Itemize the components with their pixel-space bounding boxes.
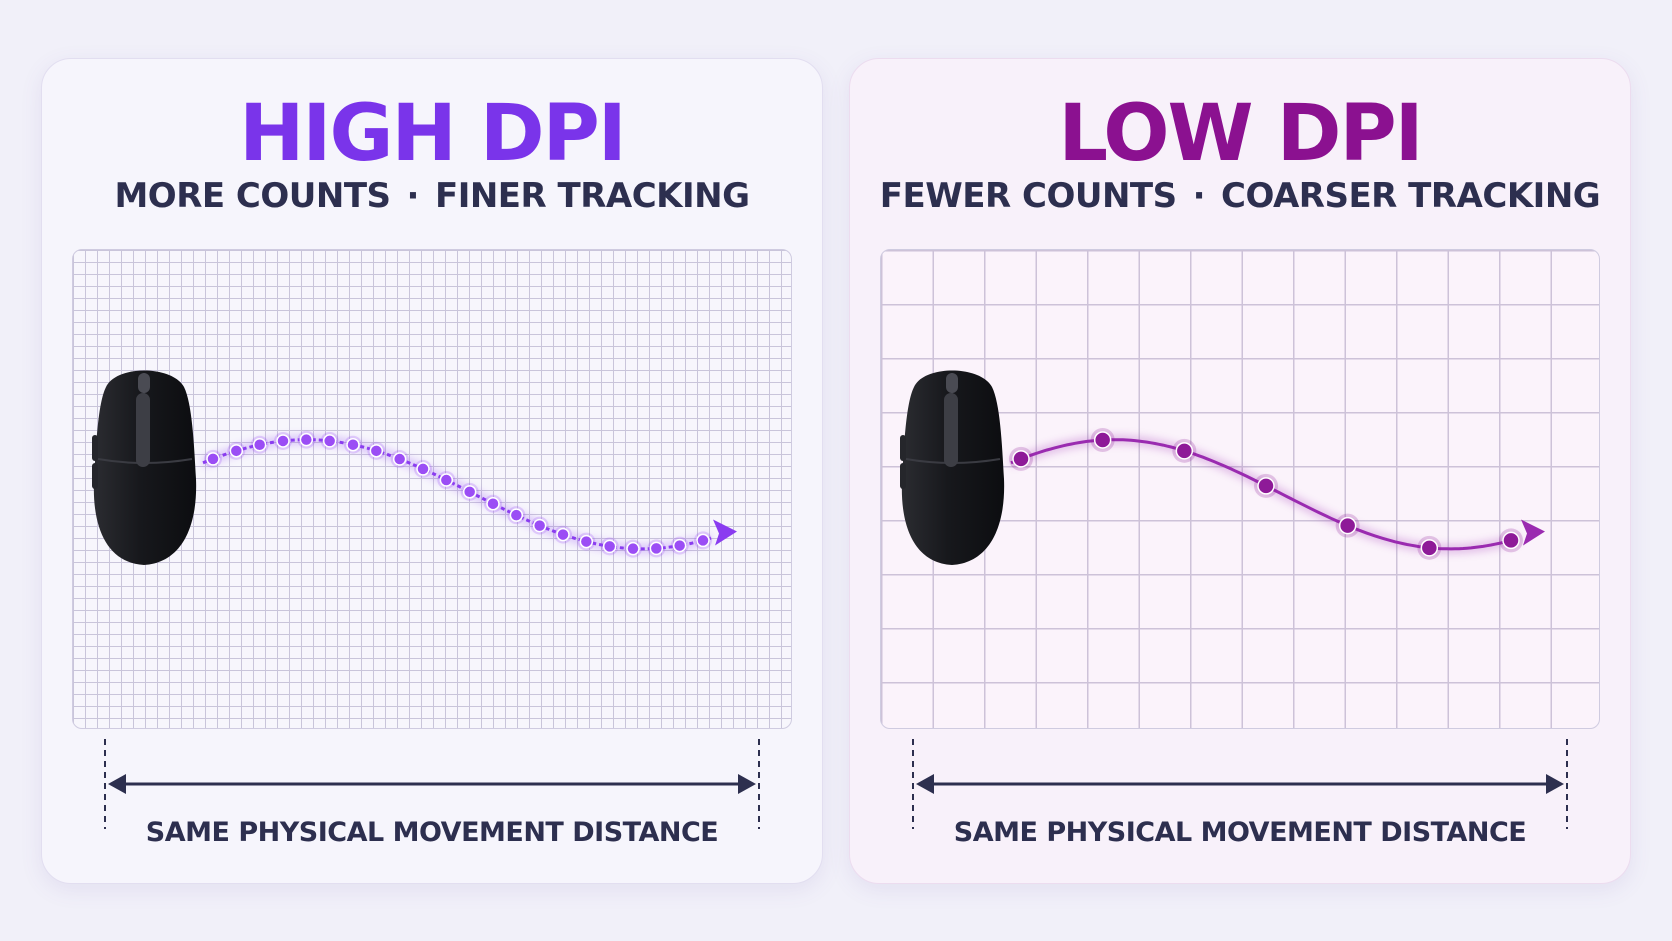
high-dpi-subtitle-tracking: FINER TRACKING <box>434 176 750 216</box>
high-dpi-title: HIGH DPI <box>239 89 627 179</box>
sample-dot <box>1338 516 1357 535</box>
high-dpi-caption: SAME PHYSICAL MOVEMENT DISTANCE <box>145 817 719 848</box>
sample-dot <box>229 444 244 458</box>
high-dpi-panel: HIGH DPI MORE COUNTS · FINER TRACKING <box>41 58 823 884</box>
low-dpi-subtitle: FEWER COUNTS · COARSER TRACKING <box>850 179 1630 213</box>
measure-arrowhead-right <box>1546 774 1564 794</box>
measure-arrowhead-right <box>738 774 756 794</box>
low-dpi-trace <box>1009 427 1545 560</box>
sample-dot <box>1257 477 1275 495</box>
sample-dot <box>1420 539 1439 557</box>
computer-mouse-icon <box>92 370 197 565</box>
sample-dot <box>649 541 664 556</box>
low-dpi-subtitle-tracking: COARSER TRACKING <box>1221 176 1601 216</box>
sample-dot <box>696 533 710 548</box>
sample-dot <box>486 496 500 511</box>
sample-dot <box>369 444 384 458</box>
double-arrow-icon <box>912 739 1568 829</box>
high-dpi-subtitle: MORE COUNTS · FINER TRACKING <box>42 179 822 213</box>
trace-line <box>202 438 712 551</box>
sample-dot <box>579 534 594 549</box>
sample-dot <box>1012 450 1030 468</box>
subtitle-separator: · <box>406 176 420 216</box>
trace-glow <box>201 434 713 554</box>
sample-dot <box>509 508 524 522</box>
low-dpi-subtitle-counts: FEWER COUNTS <box>879 176 1177 216</box>
sample-dot <box>1175 442 1194 460</box>
double-arrow-icon <box>104 739 760 829</box>
sample-dot <box>556 527 570 542</box>
arrow-right-icon <box>1521 519 1545 546</box>
sample-dot <box>1502 531 1520 550</box>
sample-dot <box>322 434 337 448</box>
low-dpi-caption: SAME PHYSICAL MOVEMENT DISTANCE <box>953 817 1527 848</box>
sample-dot <box>276 434 290 448</box>
measure-arrowhead-left <box>108 774 126 794</box>
sample-dot <box>672 538 687 553</box>
sample-dot <box>416 462 430 476</box>
sample-dot <box>206 452 220 466</box>
sample-dot <box>299 432 314 447</box>
measure-arrowhead-left <box>916 774 934 794</box>
low-dpi-panel: LOW DPI FEWER COUNTS · COARSER TRACKING <box>849 58 1631 884</box>
sample-dot <box>439 473 454 487</box>
sample-dot <box>346 437 360 452</box>
arrow-right-icon <box>713 519 737 546</box>
high-dpi-grid <box>72 249 792 729</box>
sample-dot <box>532 518 547 533</box>
subtitle-separator: · <box>1192 176 1206 216</box>
low-dpi-title: LOW DPI <box>1058 89 1423 179</box>
sample-dot <box>392 452 407 466</box>
sample-dot <box>626 541 640 556</box>
sample-dot <box>602 539 617 554</box>
high-dpi-subtitle-counts: MORE COUNTS <box>114 176 391 216</box>
sample-dot <box>252 438 267 452</box>
computer-mouse-icon <box>900 370 1005 565</box>
sample-dot <box>462 485 477 499</box>
sample-dot <box>1093 431 1112 449</box>
high-dpi-trace <box>201 430 737 558</box>
